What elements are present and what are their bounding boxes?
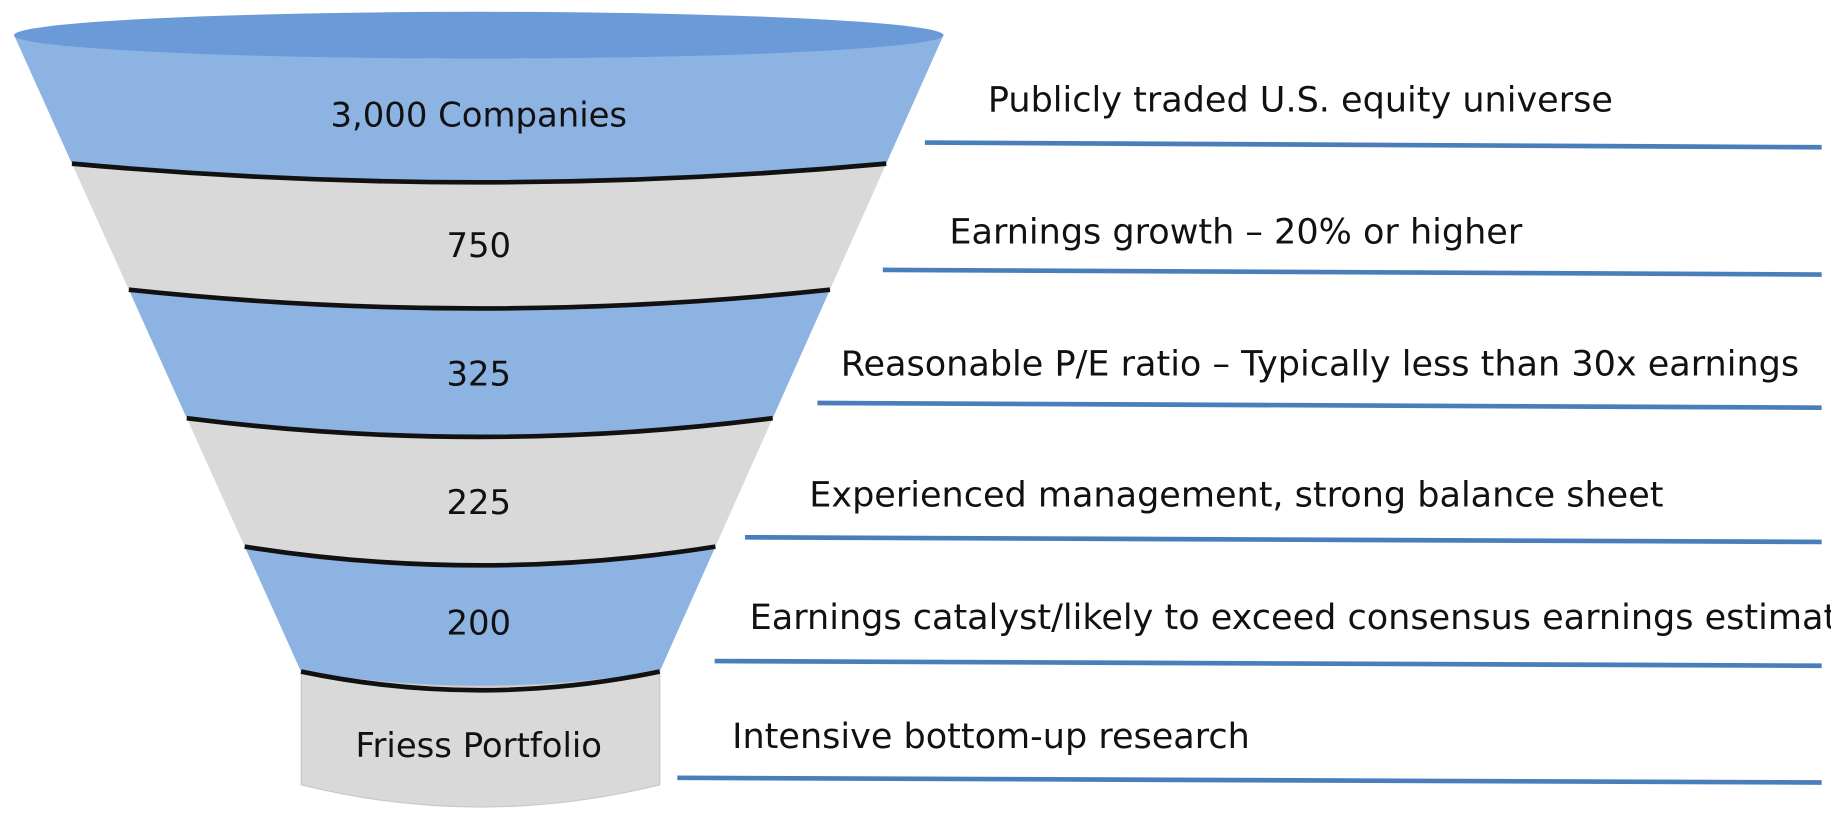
band-separator xyxy=(244,544,716,568)
stage-description: Earnings catalyst/likely to exceed conse… xyxy=(750,597,1831,638)
stage-description: Experienced management, strong balance s… xyxy=(809,474,1663,515)
funnel-band xyxy=(186,418,773,566)
band-separator xyxy=(186,415,773,440)
description-underline xyxy=(882,267,1822,277)
stage-label: 325 xyxy=(446,355,511,394)
band-separator xyxy=(71,161,887,185)
stage-description: Publicly traded U.S. equity universe xyxy=(988,80,1613,121)
stage-label: 3,000 Companies xyxy=(330,95,627,134)
funnel-top xyxy=(14,11,944,59)
stage-label: 200 xyxy=(446,603,511,642)
band-separator xyxy=(300,669,661,693)
description-underline xyxy=(677,775,1822,785)
band-separator xyxy=(128,287,831,311)
funnel-band xyxy=(128,289,830,437)
description-underline xyxy=(745,534,1822,545)
description-underline xyxy=(924,140,1822,150)
stage-label: Friess Portfolio xyxy=(356,726,603,765)
stage-description: Reasonable P/E ratio – Typically less th… xyxy=(841,344,1799,385)
description-underline xyxy=(714,658,1822,669)
stage-label: 750 xyxy=(446,226,511,265)
funnel-band xyxy=(71,163,887,309)
funnel-band xyxy=(14,35,944,183)
funnel-band xyxy=(244,546,716,691)
stage-description: Earnings growth – 20% or higher xyxy=(949,212,1522,253)
stage-label: 225 xyxy=(446,483,511,522)
stage-description: Intensive bottom-up research xyxy=(732,716,1250,757)
description-underline xyxy=(817,400,1822,411)
funnel-base xyxy=(300,670,661,808)
